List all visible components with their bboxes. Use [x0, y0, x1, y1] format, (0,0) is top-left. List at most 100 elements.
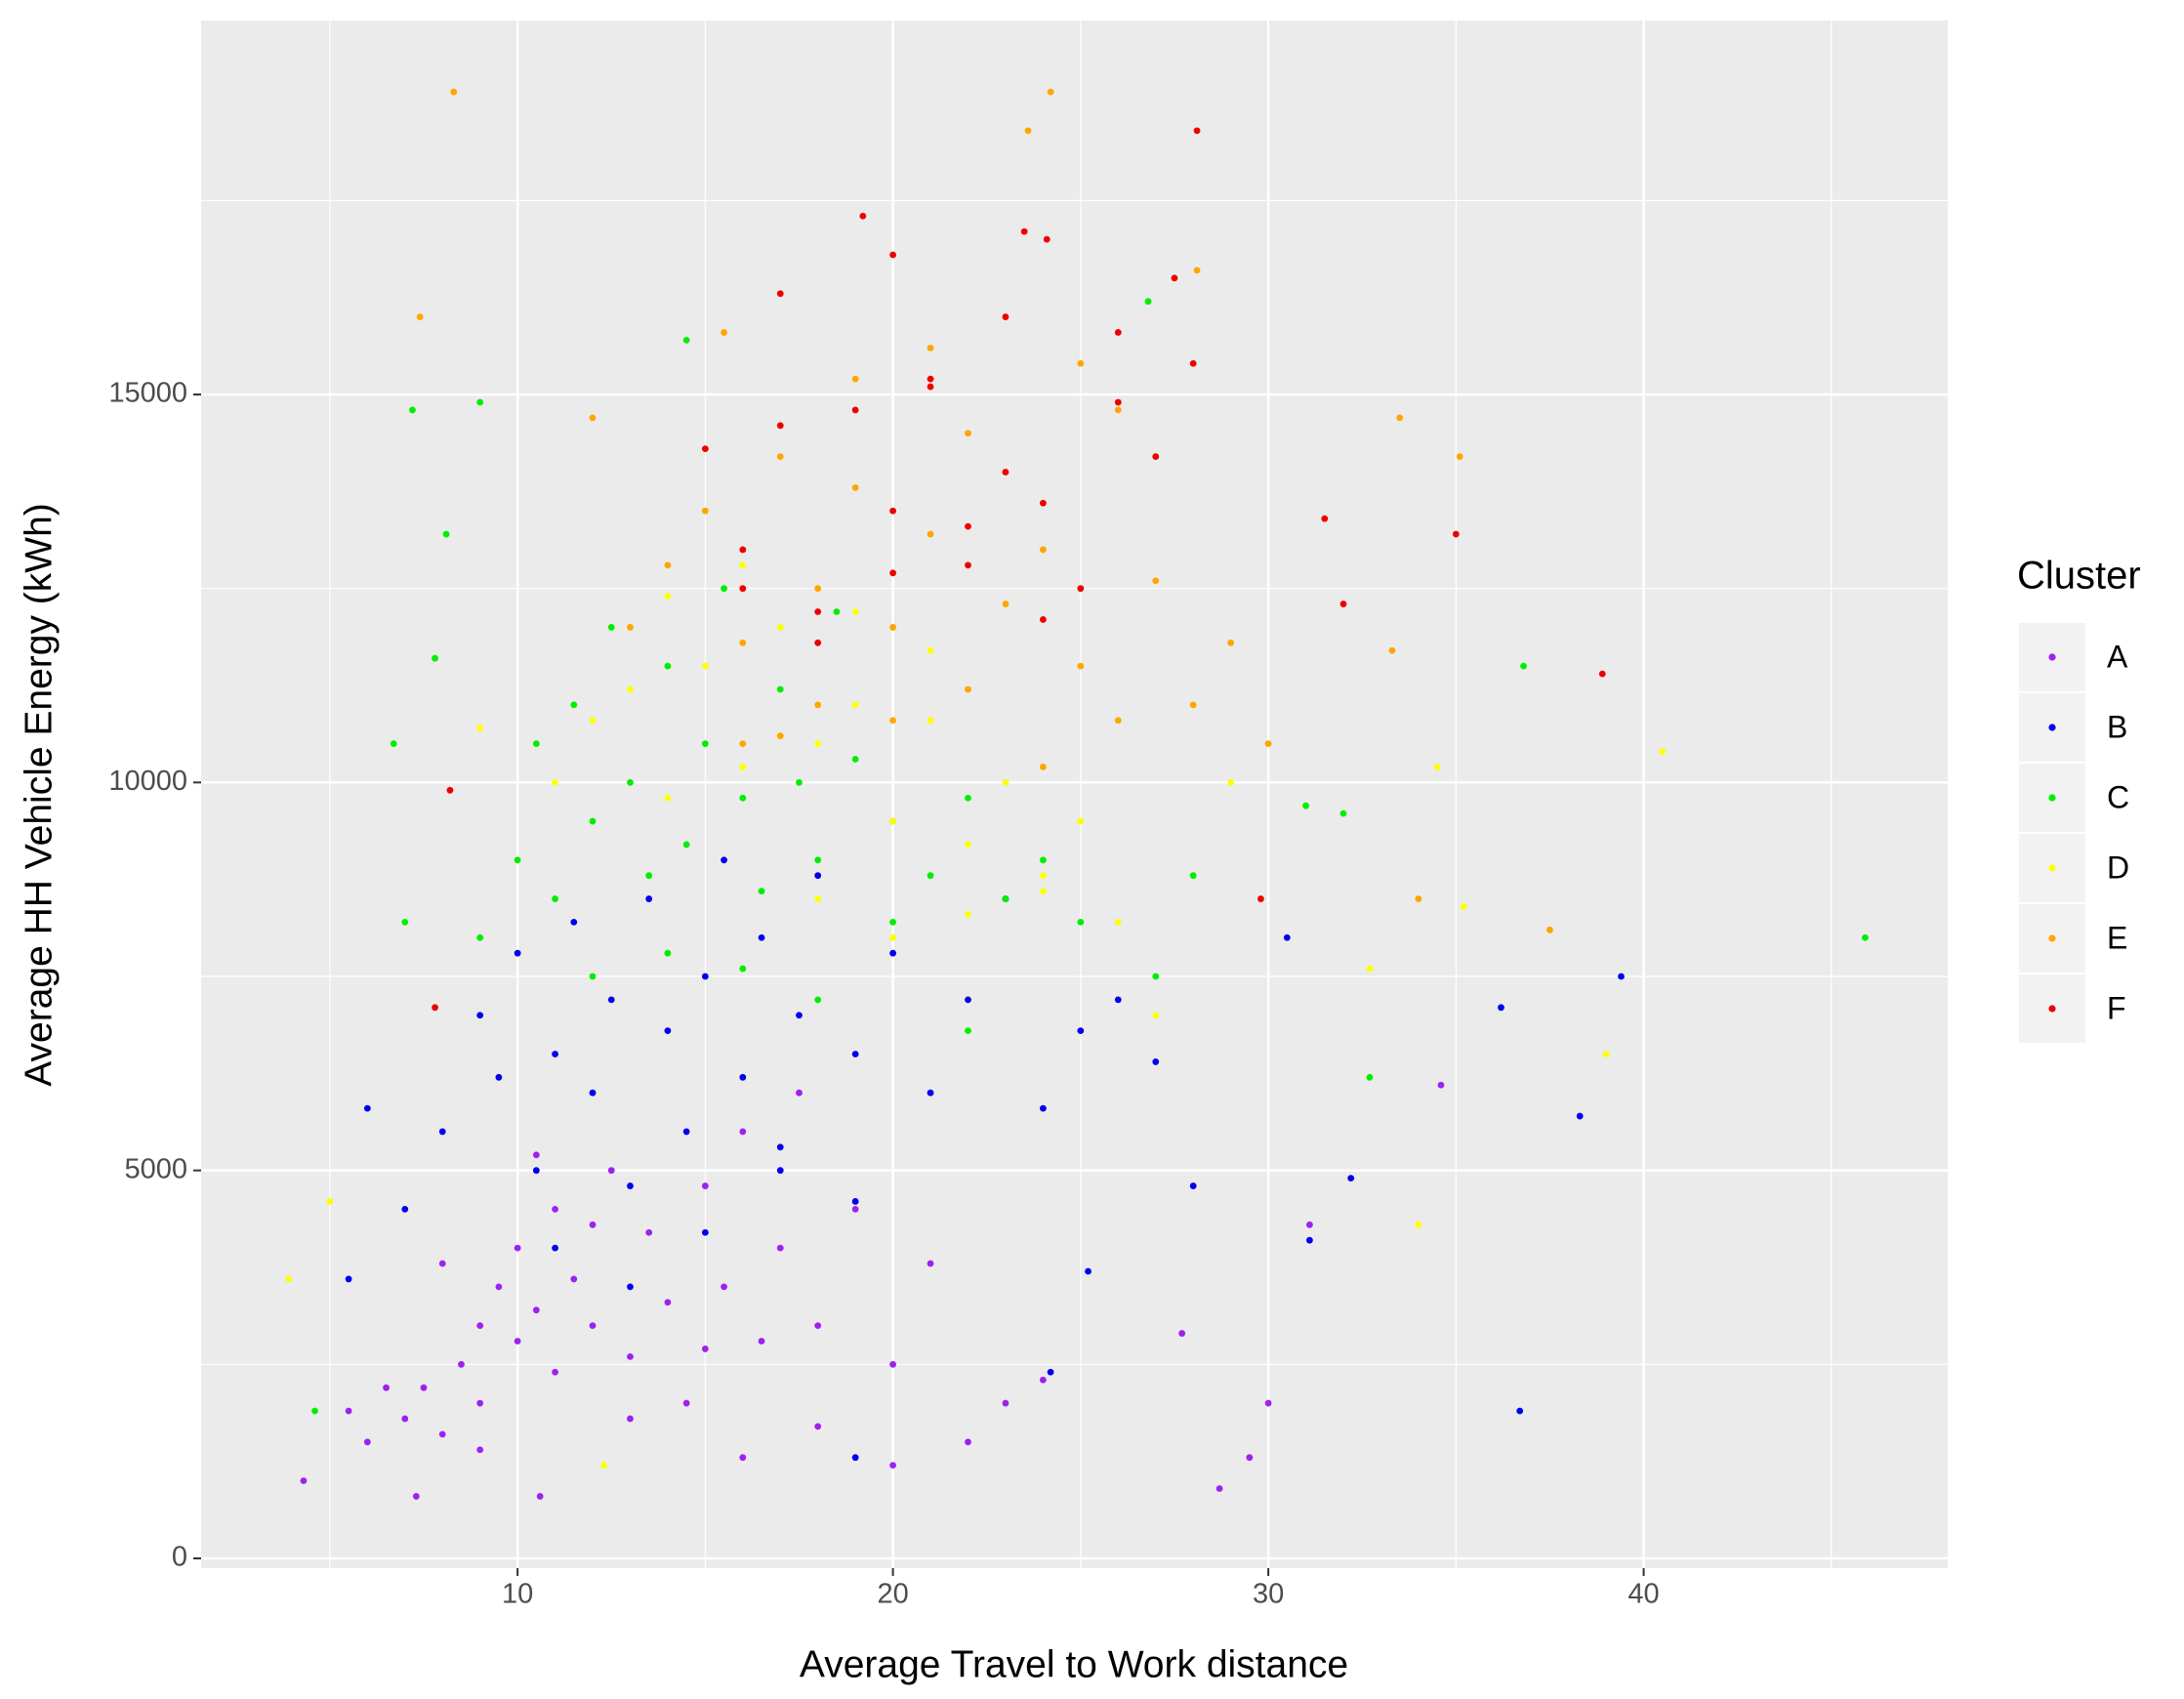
point [442, 530, 450, 538]
point [1002, 601, 1010, 607]
point [1659, 748, 1667, 755]
point [1264, 1399, 1272, 1407]
point [776, 290, 784, 298]
point [664, 1027, 672, 1035]
point [889, 569, 897, 577]
y-axis-title: Average HH Vehicle Energy (kWh) [18, 503, 60, 1087]
point [1415, 1221, 1422, 1228]
point [401, 1205, 409, 1213]
point [589, 1221, 597, 1228]
point [1305, 1236, 1313, 1244]
point [927, 1089, 934, 1097]
point [409, 406, 416, 414]
point [682, 1399, 690, 1407]
point [814, 585, 822, 593]
point [1002, 778, 1010, 786]
point [1246, 1454, 1254, 1462]
point [851, 375, 859, 383]
point [701, 507, 709, 515]
point [1077, 918, 1085, 926]
point [721, 329, 727, 336]
point [589, 1322, 597, 1329]
point [701, 973, 709, 980]
point [1366, 965, 1374, 973]
point [416, 313, 424, 320]
point [739, 639, 747, 646]
point [438, 1430, 446, 1438]
point [532, 1306, 540, 1314]
point [814, 1423, 822, 1430]
x-tick-label: 10 [502, 1579, 533, 1610]
point [1039, 888, 1047, 894]
point [1305, 1221, 1313, 1228]
point [965, 794, 971, 802]
point [814, 639, 822, 646]
point [1227, 639, 1235, 646]
point [851, 701, 859, 709]
point [1039, 764, 1047, 770]
point [851, 1051, 859, 1057]
point [1039, 499, 1047, 507]
point [1618, 973, 1625, 980]
point [514, 1338, 521, 1345]
point [889, 251, 897, 259]
point [1193, 267, 1201, 274]
x-tick-label: 20 [877, 1579, 908, 1610]
point [664, 794, 672, 802]
point [965, 996, 971, 1004]
point [814, 740, 822, 748]
point [627, 1415, 634, 1423]
point [1388, 646, 1396, 654]
point [1520, 662, 1527, 670]
point [739, 1128, 747, 1136]
point [1347, 1175, 1355, 1182]
point [476, 933, 484, 941]
point [1415, 895, 1422, 902]
point [495, 1073, 503, 1081]
point [721, 585, 727, 593]
point [965, 841, 971, 849]
point [814, 895, 822, 902]
point [645, 895, 653, 902]
point [796, 1012, 803, 1019]
point [1576, 1112, 1584, 1120]
x-tick-label: 30 [1253, 1579, 1284, 1610]
point [664, 949, 672, 957]
point [1321, 515, 1329, 522]
point [401, 1415, 409, 1423]
point [1043, 235, 1051, 243]
point [927, 1260, 934, 1267]
point [851, 406, 859, 414]
point [589, 414, 597, 422]
point [589, 717, 597, 725]
point [645, 1228, 653, 1236]
point [701, 1182, 709, 1189]
point [739, 585, 747, 593]
point [552, 778, 558, 786]
point [1216, 1485, 1223, 1492]
point [476, 1399, 484, 1407]
point [1193, 127, 1201, 135]
point [851, 1198, 859, 1205]
point [532, 1167, 540, 1175]
legend-key [2048, 653, 2056, 661]
point [514, 1244, 521, 1252]
point [645, 872, 653, 880]
point [859, 212, 867, 220]
point [664, 662, 672, 670]
point [627, 624, 634, 631]
point [664, 561, 672, 569]
point [1002, 895, 1010, 902]
point [1077, 662, 1085, 670]
point [1366, 1073, 1374, 1081]
point [776, 422, 784, 430]
y-tick-label: 10000 [108, 766, 187, 797]
point [1546, 926, 1553, 933]
point [814, 996, 822, 1004]
point [889, 817, 897, 825]
point [1114, 398, 1122, 406]
point [739, 1454, 747, 1462]
point [1114, 918, 1122, 926]
point [1077, 817, 1085, 825]
